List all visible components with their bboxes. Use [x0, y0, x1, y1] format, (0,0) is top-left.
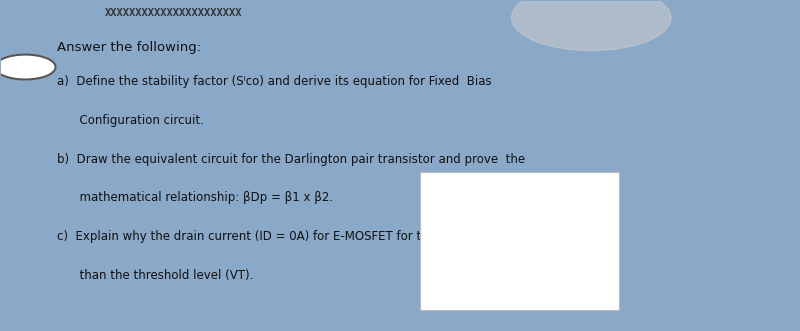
Text: than the threshold level (VT).: than the threshold level (VT).: [57, 269, 254, 282]
FancyBboxPatch shape: [420, 172, 619, 310]
Text: Answer the following:: Answer the following:: [57, 41, 202, 54]
Text: It needs to be: It needs to be: [511, 188, 603, 202]
Text: XXXXXXXXXXXXXXXXXXXXXX: XXXXXXXXXXXXXXXXXXXXXX: [105, 8, 242, 18]
Text: a)  Define the stability factor (Sᴵco) and derive its equation for Fixed  Bias: a) Define the stability factor (Sᴵco) an…: [57, 75, 492, 88]
Text: done well.: done well.: [535, 282, 603, 295]
Text: c)  Explain why the drain current (ID = 0A) for E-MOSFET for the values of VGS l: c) Explain why the drain current (ID = 0…: [57, 230, 548, 243]
Circle shape: [0, 55, 55, 79]
Text: mathematical relationship: βDp = β1 x β2.: mathematical relationship: βDp = β1 x β2…: [57, 191, 334, 205]
Text: b)  Draw the equivalent circuit for the Darlington pair transistor and prove  th: b) Draw the equivalent circuit for the D…: [57, 153, 526, 166]
Circle shape: [512, 0, 671, 51]
Text: done quickly, and: done quickly, and: [485, 220, 603, 233]
Text: Configuration circuit.: Configuration circuit.: [57, 114, 204, 127]
Text: it needs to be: it needs to be: [511, 251, 603, 264]
